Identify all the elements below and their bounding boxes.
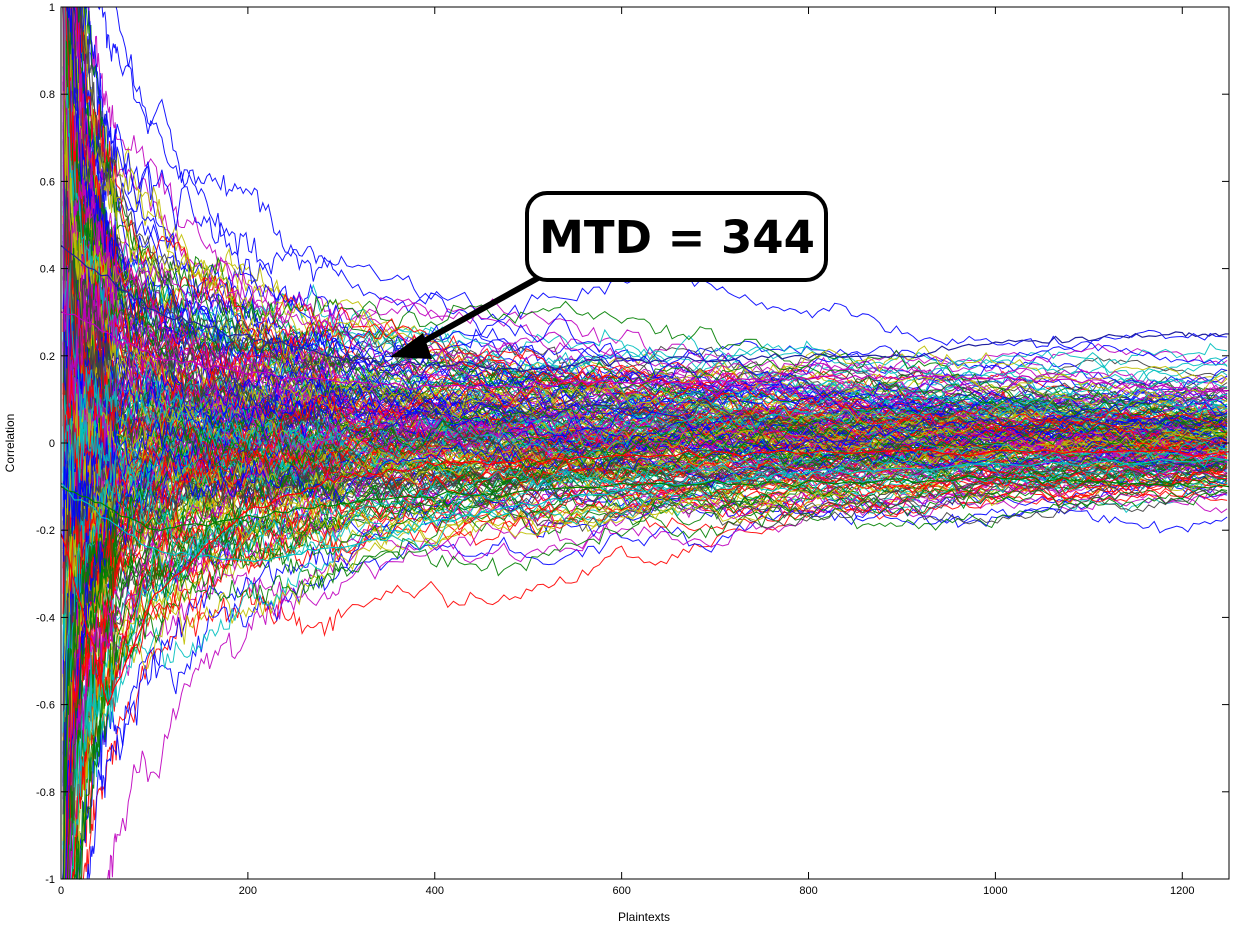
correlation-trace bbox=[62, 6, 1228, 464]
highlighted-trace bbox=[60, 311, 1230, 393]
x-tick-label: 800 bbox=[799, 885, 817, 897]
highlighted-trace bbox=[60, 448, 1230, 707]
series-layer bbox=[60, 6, 1230, 881]
correlation-trace bbox=[62, 6, 1228, 353]
correlation-trace bbox=[62, 394, 1228, 557]
x-tick-label: 1000 bbox=[983, 885, 1007, 897]
y-tick-label: -0.2 bbox=[36, 525, 55, 537]
correlation-trace bbox=[62, 6, 1228, 458]
annotation-arrow-head bbox=[390, 333, 432, 359]
correlation-trace bbox=[62, 81, 1228, 469]
x-tick-label: 600 bbox=[612, 885, 630, 897]
annotation-box bbox=[525, 191, 828, 282]
correlation-trace bbox=[62, 429, 1228, 880]
correlation-trace bbox=[62, 293, 1228, 447]
y-tick-label: -1 bbox=[45, 874, 55, 886]
y-tick-label: 1 bbox=[49, 2, 55, 14]
y-tick-label: 0.8 bbox=[40, 89, 55, 101]
x-tick-label: 1200 bbox=[1170, 885, 1194, 897]
x-axis-title: Plaintexts bbox=[618, 910, 670, 924]
annotation: MTD = 344 bbox=[390, 191, 828, 359]
highlighted-trace bbox=[60, 475, 1230, 532]
correlation-trace bbox=[62, 81, 1228, 466]
correlation-trace bbox=[62, 416, 1228, 880]
y-tick-label: -0.4 bbox=[36, 612, 55, 624]
y-tick-label: 0.2 bbox=[40, 351, 55, 363]
y-tick-label: -0.8 bbox=[36, 787, 55, 799]
y-tick-label: -0.6 bbox=[36, 700, 55, 712]
correlation-trace bbox=[62, 478, 1228, 880]
correlation-trace bbox=[62, 370, 1228, 512]
highlighted-trace bbox=[60, 245, 1230, 373]
y-axis-title: Correlation bbox=[3, 414, 17, 473]
correlation-trace bbox=[62, 404, 1228, 880]
correlation-trace bbox=[62, 487, 1228, 880]
correlation-trace bbox=[62, 6, 1228, 414]
correlation-trace bbox=[62, 417, 1228, 880]
highlighted-trace bbox=[60, 456, 1230, 563]
y-tick-label: 0 bbox=[49, 438, 55, 450]
annotation-label: MTD = 344 bbox=[539, 211, 815, 264]
x-tick-label: 0 bbox=[58, 885, 64, 897]
correlation-trace bbox=[62, 487, 1228, 880]
y-tick-label: 0.6 bbox=[40, 176, 55, 188]
correlation-trace bbox=[62, 374, 1228, 562]
axes-layer: 0 200 400 600 800 1000 1200 -1 -0.8 -0.6 -0.4 -0.2 0… bbox=[36, 2, 1230, 897]
y-tick-label: 0.4 bbox=[40, 264, 55, 276]
x-tick-label: 200 bbox=[239, 885, 257, 897]
x-tick-label: 400 bbox=[426, 885, 444, 897]
annotation-arrow-shaft bbox=[405, 275, 541, 353]
correlation-trace bbox=[62, 6, 1228, 429]
